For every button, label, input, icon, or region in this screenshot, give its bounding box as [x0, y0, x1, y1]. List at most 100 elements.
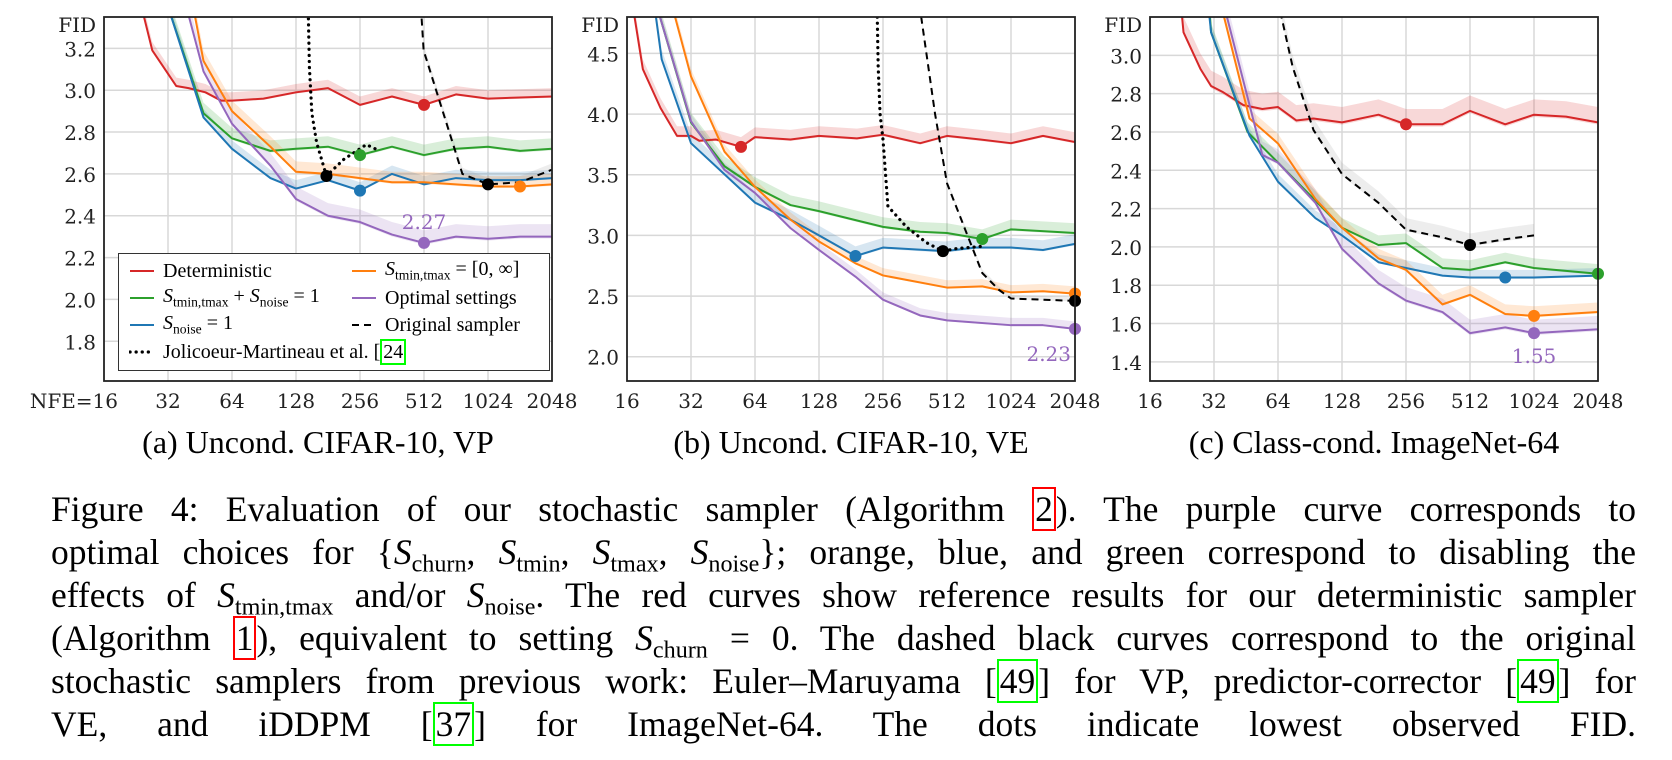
series-line-orange	[1223, 17, 1598, 317]
math-base: S	[249, 285, 260, 308]
min-fid-dot-dashed	[1464, 238, 1476, 251]
text-run: ,	[466, 532, 499, 572]
citation-link[interactable]: 2	[1032, 487, 1056, 531]
figure-caption: Figure 4: Evaluation of our stochastic s…	[51, 487, 1636, 746]
math-subscript: tmin,tmax	[395, 267, 451, 283]
math-subscript: churn	[652, 636, 708, 664]
y-tick-label: 2.5	[587, 285, 619, 309]
text-run: Jolicoeur-Martineau et al. [	[163, 340, 381, 363]
text-run: Original sampler	[385, 313, 520, 336]
subcaption-a: (a) Uncond. CIFAR-10, VP	[142, 424, 494, 460]
citation-link[interactable]: 1	[232, 616, 257, 660]
math-subscript: noise	[708, 550, 760, 578]
text-run: and/or	[333, 575, 467, 615]
x-tick-label: 256	[864, 389, 902, 413]
math-symbol: Snoise	[691, 532, 760, 578]
legend-label: Jolicoeur-Martineau et al. [24	[163, 338, 407, 365]
min-fid-dot-blue	[354, 184, 366, 197]
math-base: S	[393, 532, 412, 572]
series-line-red	[1181, 17, 1598, 126]
legend-item-red: Deterministic	[129, 258, 272, 284]
y-tick-label: 2.2	[1110, 198, 1142, 222]
text-run: ] for	[1558, 661, 1636, 701]
citation-link[interactable]: 37	[432, 702, 475, 746]
x-tick-label: 512	[928, 389, 966, 413]
legend-label: Optimal settings	[385, 287, 517, 310]
panel-2: 16 32 64 128 256 512 1024 2048 1.4 1.6 1.8 2.0 2.2 2.…	[1104, 13, 1623, 413]
y-tick-label: 2.2	[64, 247, 96, 271]
x-tick-label: 32	[678, 389, 703, 413]
math-symbol: Stmin,tmax	[217, 575, 333, 621]
y-tick-label: 1.8	[64, 330, 96, 354]
y-axis-label: FID	[581, 13, 619, 37]
min-fid-dot-purple	[418, 236, 430, 249]
math-symbol: Snoise	[163, 312, 202, 336]
series-line-green	[1209, 17, 1598, 275]
series-line-green	[658, 17, 1075, 241]
y-tick-label: 3.5	[587, 164, 619, 188]
text-run: ). The purple curve corresponds to	[1055, 489, 1636, 529]
math-symbol: Stmin,tmax	[163, 285, 229, 309]
text-run: . The red curves show reference results …	[535, 575, 1636, 615]
text-run: VE, and iDDPM [	[51, 704, 433, 744]
citation-link[interactable]: 24	[380, 338, 407, 365]
plot-frame	[1149, 16, 1599, 382]
citation-link[interactable]: 49	[1517, 659, 1559, 703]
math-base: S	[163, 312, 173, 335]
caption-line: stochastic samplers from previous work: …	[51, 659, 1636, 703]
math-symbol: Snoise	[249, 285, 289, 309]
caption-line: Figure 4: Evaluation of our stochastic s…	[51, 487, 1636, 531]
min-fid-dot-red	[1400, 118, 1412, 131]
y-tick-label: 1.6	[1110, 313, 1142, 337]
text-run: = 0. The dashed black curves correspond …	[707, 618, 1636, 658]
x-tick-label: 1024	[1509, 389, 1560, 413]
panel-1: 16 32 64 128 256 512 1024 2048 2.0 2.5 3.0 3.5 4.0 4.…	[581, 13, 1100, 413]
x-tick-label: 1024	[463, 389, 514, 413]
text-run: (Algorithm	[51, 618, 233, 658]
math-symbol: Snoise	[467, 575, 536, 621]
series-line-purple	[188, 17, 552, 244]
text-run: Figure 4: Evaluation of our stochastic s…	[51, 489, 1033, 529]
math-subscript: noise	[484, 593, 536, 621]
caption-line: optimal choices for {Schurn, Stmin, Stma…	[51, 531, 1636, 578]
text-run: ] for VP, predictor-corrector [	[1038, 661, 1518, 701]
text-run: ] for ImageNet-64. The dots indicate low…	[474, 704, 1636, 744]
text-run: +	[228, 285, 250, 308]
legend-swatch-red	[130, 270, 154, 272]
legend-swatch-dashed	[352, 324, 376, 326]
legend-swatch-green	[130, 297, 154, 299]
x-tick-label: 256	[1387, 389, 1425, 413]
y-tick-label: 2.0	[1110, 236, 1142, 260]
math-subscript: tmax	[610, 550, 659, 578]
caption-line: effects of Stmin,tmax and/or Snoise. The…	[51, 574, 1636, 621]
legend-label: Snoise = 1	[163, 312, 233, 337]
min-fid-dot-red	[735, 140, 748, 153]
min-fid-dot-green	[354, 149, 366, 162]
subcaption-c: (c) Class-cond. ImageNet-64	[1188, 424, 1560, 460]
text-run: stochastic samplers from previous work: …	[51, 661, 997, 701]
min-fid-annotation: 2.23	[1026, 342, 1071, 366]
series-band-green	[659, 17, 1075, 241]
legend-label: Deterministic	[163, 260, 272, 283]
citation-link[interactable]: 49	[996, 659, 1039, 703]
y-tick-label: 2.6	[1110, 121, 1142, 145]
series-band-orange	[1223, 17, 1598, 318]
series-band-red	[1181, 17, 1598, 127]
x-tick-label: 128	[277, 389, 315, 413]
math-base: S	[592, 532, 611, 572]
math-subscript: tmin	[516, 550, 561, 578]
text-run: }; orange, blue, and green correspond to…	[759, 532, 1636, 572]
figure-charts: NFE=16 32 64 128 256 512 1024 2048 1.8 2.0 2.2 2.4 2…	[30, 13, 1624, 413]
legend-item-green: Stmin,tmax + Snoise = 1	[129, 285, 320, 311]
legend-item-purple: Optimal settings	[351, 285, 517, 311]
y-tick-label: 2.4	[64, 205, 96, 229]
text-run: ,	[560, 532, 593, 572]
x-tick-label: 512	[1451, 389, 1489, 413]
legend-label: Stmin,tmax + Snoise = 1	[163, 285, 320, 310]
min-fid-annotation: 2.27	[402, 210, 447, 234]
text-run: ), equivalent to setting	[256, 618, 636, 658]
math-symbol: Schurn	[635, 618, 708, 664]
text-run: ,	[658, 532, 691, 572]
math-base: S	[163, 285, 173, 308]
x-tick-label: 512	[405, 389, 443, 413]
